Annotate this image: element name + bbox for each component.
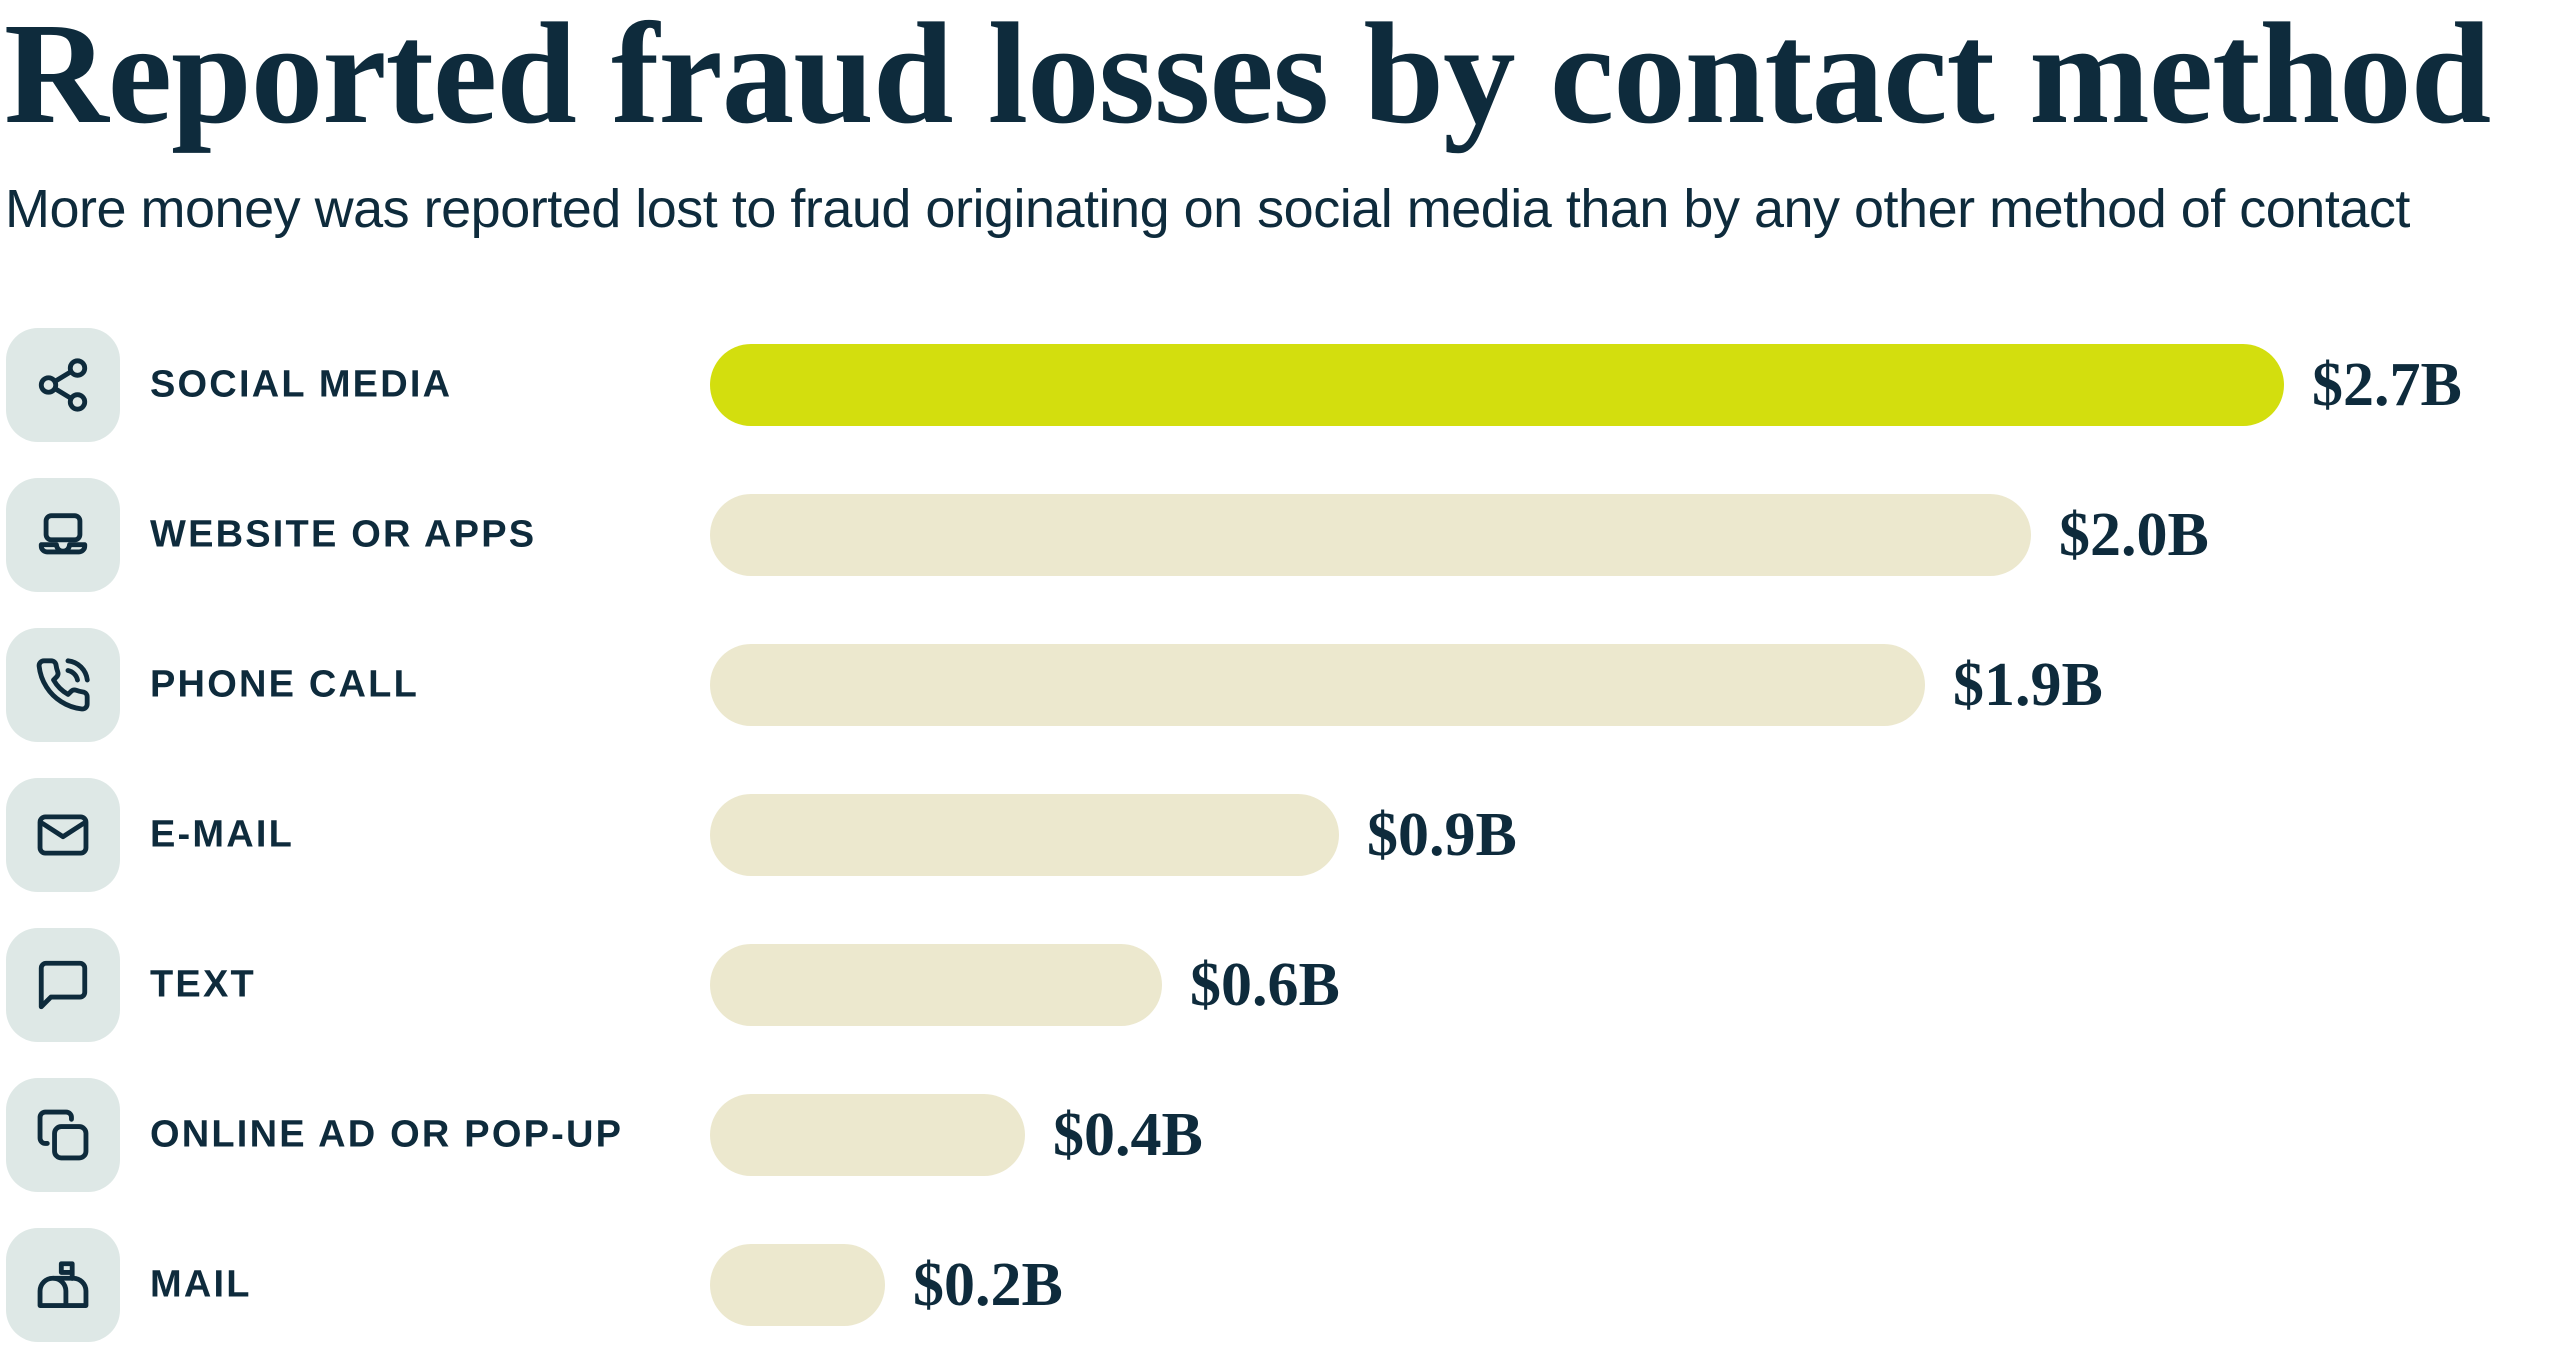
bar-website-or-apps xyxy=(710,494,2031,576)
bar-area: $0.2B xyxy=(710,1210,1063,1360)
share-icon xyxy=(38,358,88,412)
value-label: $1.9B xyxy=(1953,651,2103,719)
chart-row-online-ad-or-pop-up: ONLINE AD OR POP-UP $0.4B xyxy=(0,1060,2560,1210)
bar-area: $0.4B xyxy=(710,1060,1203,1210)
bar-text xyxy=(710,944,1162,1026)
bar-area: $2.0B xyxy=(710,460,2209,610)
bar-e-mail xyxy=(710,794,1339,876)
laptop-icon xyxy=(38,513,88,555)
value-label: $0.6B xyxy=(1190,951,1340,1019)
fraud-losses-bar-chart: SOCIAL MEDIA $2.7B WEBSITE OR APPS $2.0B… xyxy=(0,310,2560,1360)
icon-tile xyxy=(6,478,120,592)
chart-row-social-media: SOCIAL MEDIA $2.7B xyxy=(0,310,2560,460)
bar-area: $0.6B xyxy=(710,910,1340,1060)
chart-row-website-or-apps: WEBSITE OR APPS $2.0B xyxy=(0,460,2560,610)
value-label: $2.7B xyxy=(2312,351,2462,419)
category-label: MAIL xyxy=(150,1263,252,1306)
category-label: PHONE CALL xyxy=(150,663,419,706)
bar-area: $0.9B xyxy=(710,760,1517,910)
icon-tile xyxy=(6,1228,120,1342)
icon-tile xyxy=(6,328,120,442)
bar-online-ad-or-pop-up xyxy=(710,1094,1025,1176)
chart-row-mail: MAIL $0.2B xyxy=(0,1210,2560,1360)
bar-area: $2.7B xyxy=(710,310,2462,460)
value-label: $0.4B xyxy=(1053,1101,1203,1169)
value-label: $2.0B xyxy=(2059,501,2209,569)
phone-call-icon xyxy=(36,658,90,712)
bar-phone-call xyxy=(710,644,1925,726)
icon-tile xyxy=(6,628,120,742)
page-title: Reported fraud losses by contact method xyxy=(4,0,2491,154)
icon-tile xyxy=(6,1078,120,1192)
chart-row-phone-call: PHONE CALL $1.9B xyxy=(0,610,2560,760)
icon-tile xyxy=(6,778,120,892)
category-label: TEXT xyxy=(150,963,256,1006)
page-subtitle: More money was reported lost to fraud or… xyxy=(5,179,2410,239)
bar-area: $1.9B xyxy=(710,610,2103,760)
bar-mail xyxy=(710,1244,885,1326)
category-label: ONLINE AD OR POP-UP xyxy=(150,1113,624,1156)
chart-row-text: TEXT $0.6B xyxy=(0,910,2560,1060)
bar-social-media xyxy=(710,344,2284,426)
value-label: $0.2B xyxy=(913,1251,1063,1319)
category-label: SOCIAL MEDIA xyxy=(150,363,453,406)
chart-row-e-mail: E-MAIL $0.9B xyxy=(0,760,2560,910)
value-label: $0.9B xyxy=(1367,801,1517,869)
icon-tile xyxy=(6,928,120,1042)
copy-icon xyxy=(37,1109,89,1161)
message-square-icon xyxy=(38,960,88,1010)
mailbox-icon xyxy=(37,1261,89,1308)
mail-icon xyxy=(37,814,89,856)
category-label: WEBSITE OR APPS xyxy=(150,513,537,556)
category-label: E-MAIL xyxy=(150,813,295,856)
